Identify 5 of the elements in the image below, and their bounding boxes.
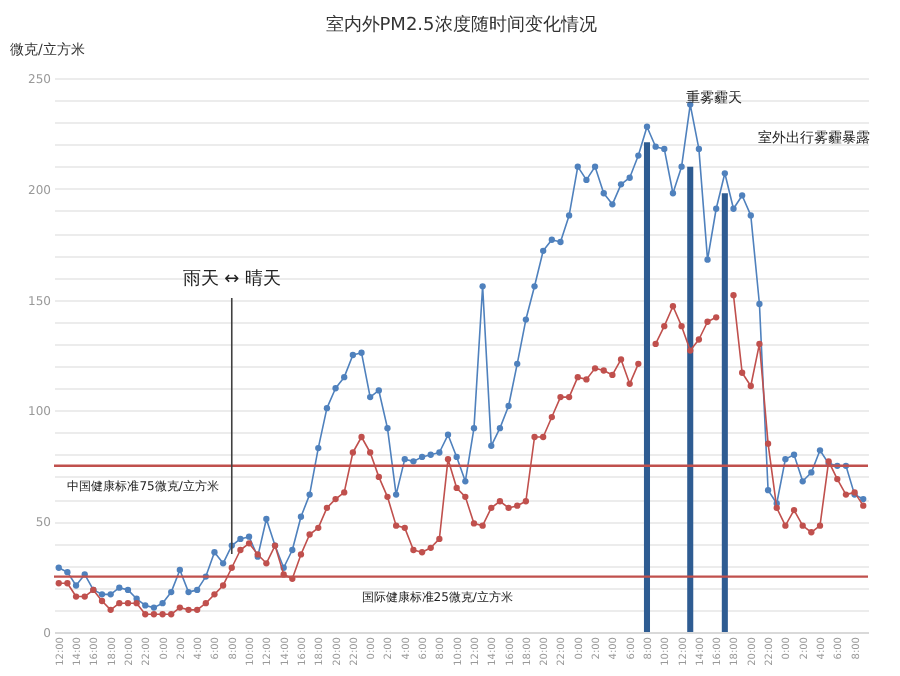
chart-title: 室内外PM2.5浓度随时间变化情况 bbox=[325, 14, 597, 36]
bar bbox=[687, 166, 694, 632]
bar bbox=[721, 193, 728, 632]
bar bbox=[643, 142, 651, 632]
annotation: 雨天 ↔ 晴天 bbox=[182, 268, 282, 290]
